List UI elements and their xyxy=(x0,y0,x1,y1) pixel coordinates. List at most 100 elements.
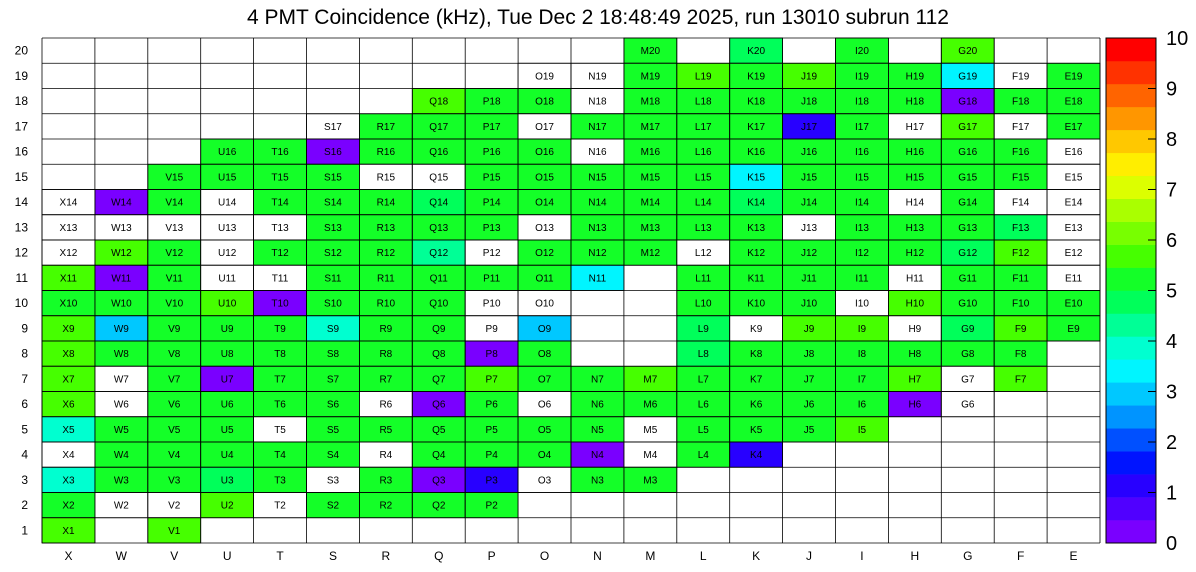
cell-K8 xyxy=(729,340,784,367)
x-tick-label: F xyxy=(1017,549,1024,563)
cell-P9 xyxy=(464,315,519,342)
cell-label: U11 xyxy=(218,273,236,284)
cell-label: V3 xyxy=(168,475,181,486)
cell-label: X14 xyxy=(60,198,78,209)
cell-label: T6 xyxy=(274,400,286,411)
cell-label: L13 xyxy=(695,223,712,234)
y-tick-label: 18 xyxy=(15,94,29,108)
color-scale-segment xyxy=(1106,474,1156,498)
cell-label: I15 xyxy=(855,172,869,183)
cell-label: J12 xyxy=(801,248,818,259)
cell-L10 xyxy=(676,290,731,317)
cell-label: J6 xyxy=(804,400,815,411)
cell-J9 xyxy=(782,315,836,342)
cell-label: T14 xyxy=(271,198,289,209)
cell-label: O8 xyxy=(538,349,552,360)
cell-label: X1 xyxy=(62,526,75,537)
cell-label: H8 xyxy=(908,349,921,360)
cell-label: F8 xyxy=(1015,349,1027,360)
cell-label: I20 xyxy=(855,46,869,57)
cell-label: O16 xyxy=(535,147,554,158)
cell-label: M16 xyxy=(641,147,661,158)
cell-label: G11 xyxy=(959,273,978,284)
cell-label: T9 xyxy=(274,324,286,335)
cell-label: E13 xyxy=(1065,223,1083,234)
cell-label: I13 xyxy=(855,223,869,234)
cell-label: H7 xyxy=(908,374,921,385)
cell-label: Q18 xyxy=(429,97,448,108)
y-tick-label: 3 xyxy=(21,473,28,487)
cell-label: W4 xyxy=(114,450,129,461)
cell-Q5 xyxy=(411,416,466,443)
cell-label: K19 xyxy=(747,71,765,82)
color-scale-segment xyxy=(1106,428,1156,452)
y-tick-label: 10 xyxy=(15,296,29,310)
cell-label: L17 xyxy=(695,122,712,133)
cell-label: Q9 xyxy=(432,324,446,335)
y-tick-label: 6 xyxy=(21,397,28,411)
cell-label: S5 xyxy=(327,425,340,436)
y-tick-label: 15 xyxy=(15,170,29,184)
cell-label: I12 xyxy=(855,248,869,259)
cell-label: S15 xyxy=(324,172,342,183)
cell-S17 xyxy=(306,113,360,140)
cell-label: H10 xyxy=(906,299,925,310)
cell-label: O13 xyxy=(535,223,554,234)
cell-G20 xyxy=(940,37,995,64)
cell-label: L9 xyxy=(698,324,710,335)
x-tick-label: U xyxy=(223,549,232,563)
x-tick-label: V xyxy=(170,549,178,563)
cell-label: X13 xyxy=(60,223,78,234)
cell-G17 xyxy=(940,113,995,140)
cell-label: K13 xyxy=(747,223,765,234)
cell-label: X7 xyxy=(62,374,75,385)
cell-label: V1 xyxy=(168,526,181,537)
cell-label: O7 xyxy=(538,374,552,385)
cell-label: M15 xyxy=(641,172,661,183)
cell-T16 xyxy=(253,138,307,165)
cell-label: I8 xyxy=(858,349,867,360)
cell-label: R7 xyxy=(379,374,392,385)
x-tick-label: I xyxy=(860,549,863,563)
cell-label: Q6 xyxy=(432,400,446,411)
cell-S8 xyxy=(306,340,360,367)
cell-label: K10 xyxy=(747,299,765,310)
cell-label: T15 xyxy=(271,172,289,183)
cell-label: V5 xyxy=(168,425,181,436)
cell-label: S7 xyxy=(327,374,340,385)
cell-label: T10 xyxy=(271,299,289,310)
cell-label: V7 xyxy=(168,374,181,385)
cell-H8 xyxy=(888,340,942,367)
cell-label: J19 xyxy=(801,71,818,82)
cell-F16 xyxy=(993,138,1048,165)
cell-T10 xyxy=(253,290,307,317)
cell-label: G10 xyxy=(958,299,977,310)
cell-label: L4 xyxy=(698,450,710,461)
cell-label: U16 xyxy=(218,147,237,158)
cell-label: R11 xyxy=(377,273,395,284)
cell-label: R13 xyxy=(377,223,396,234)
cell-label: G18 xyxy=(958,97,977,108)
cell-label: S14 xyxy=(324,198,342,209)
y-tick-label: 1 xyxy=(21,523,28,537)
cell-label: M6 xyxy=(643,400,657,411)
color-scale-segment xyxy=(1106,336,1156,360)
cell-label: I9 xyxy=(858,324,867,335)
x-tick-label: J xyxy=(806,549,812,563)
cell-label: R2 xyxy=(379,501,392,512)
cell-label: E19 xyxy=(1065,71,1083,82)
color-scale-segment xyxy=(1106,198,1156,222)
cell-label: L11 xyxy=(695,273,711,284)
cell-label: Q13 xyxy=(429,223,448,234)
cell-label: Q14 xyxy=(429,198,448,209)
cell-label: K15 xyxy=(747,172,765,183)
cell-I9 xyxy=(835,315,889,342)
cell-G9 xyxy=(940,315,995,342)
cell-F12 xyxy=(993,239,1048,266)
x-tick-label: Q xyxy=(434,549,443,563)
cell-label: P4 xyxy=(486,450,499,461)
cell-label: G9 xyxy=(961,324,975,335)
x-tick-label: L xyxy=(700,549,707,563)
cell-label: T4 xyxy=(274,450,286,461)
